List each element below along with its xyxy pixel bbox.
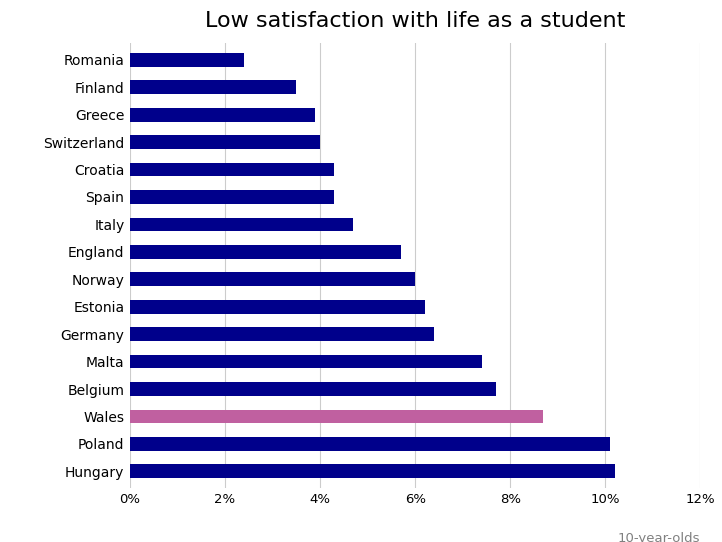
Bar <box>130 437 610 451</box>
Bar <box>130 80 296 94</box>
Title: Low satisfaction with life as a student: Low satisfaction with life as a student <box>205 11 625 31</box>
Bar <box>130 163 334 176</box>
Bar <box>130 245 401 259</box>
Bar <box>130 136 320 149</box>
Bar <box>130 273 415 286</box>
Bar <box>130 464 615 478</box>
Bar <box>130 327 434 341</box>
Bar <box>130 217 353 231</box>
Bar <box>130 355 482 369</box>
Bar <box>130 108 316 121</box>
Bar <box>130 410 544 423</box>
Bar <box>130 300 425 314</box>
Bar <box>130 382 496 396</box>
Bar <box>130 53 244 67</box>
Bar <box>130 190 334 204</box>
Text: 10-year-olds: 10-year-olds <box>618 532 700 542</box>
